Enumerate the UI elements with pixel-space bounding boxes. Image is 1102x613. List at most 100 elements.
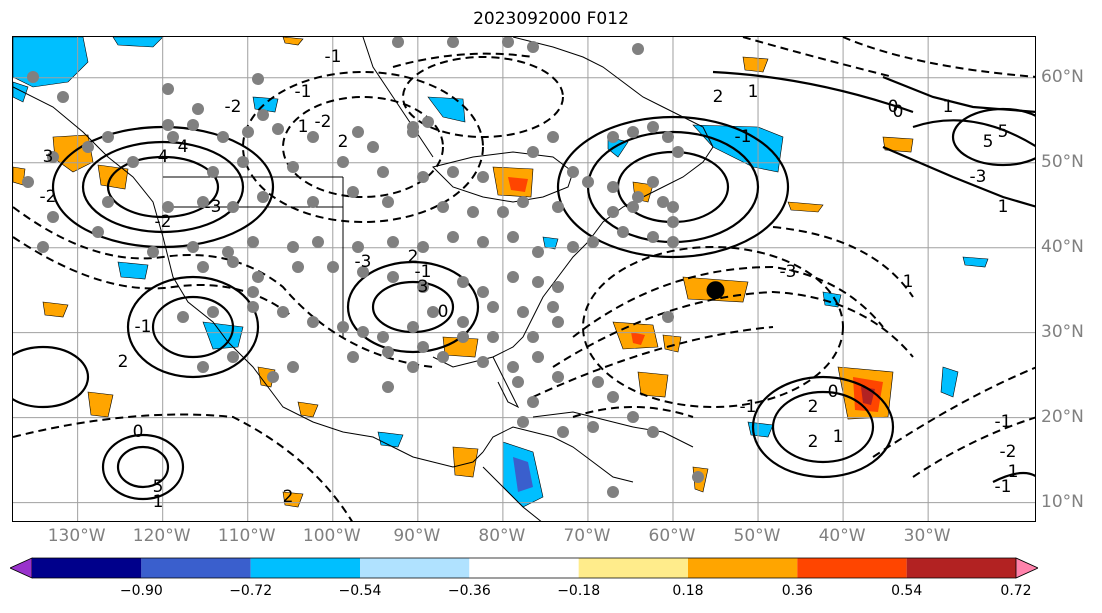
station-dot xyxy=(242,126,254,138)
latitude-label: 20°N xyxy=(1041,406,1084,427)
station-dot xyxy=(667,201,679,213)
station-dot xyxy=(222,246,234,258)
contour-label: -2 xyxy=(225,97,242,117)
station-dot xyxy=(527,331,539,343)
contour-label: 1 xyxy=(298,117,309,137)
station-dot xyxy=(347,186,359,198)
station-dot xyxy=(272,123,284,135)
station-dot xyxy=(617,226,629,238)
station-dot xyxy=(582,176,594,188)
station-dot xyxy=(437,351,449,363)
contour-label: 1 xyxy=(748,82,759,102)
station-dot xyxy=(662,131,674,143)
station-dot xyxy=(387,236,399,248)
station-dot xyxy=(247,286,259,298)
observation-stations xyxy=(22,37,704,498)
station-dot xyxy=(527,146,539,158)
longitude-label: 50°W xyxy=(733,526,781,546)
contour-label: -1 xyxy=(325,47,342,67)
colorbar-segment xyxy=(906,558,1016,578)
latitude-label: 50°N xyxy=(1041,151,1084,172)
station-dot xyxy=(57,91,69,103)
colorbar-tick-label: −0.54 xyxy=(338,583,382,599)
longitude-label: 30°W xyxy=(903,526,951,546)
colorbar-outline xyxy=(32,557,1016,579)
station-dot xyxy=(227,351,239,363)
station-dot xyxy=(527,41,539,53)
latitude-label: 40°N xyxy=(1041,236,1084,257)
station-dot xyxy=(662,311,674,323)
station-dot xyxy=(547,131,559,143)
station-dot xyxy=(517,306,529,318)
station-dot xyxy=(457,276,469,288)
station-dot xyxy=(477,286,489,298)
solid-contours xyxy=(13,70,1035,501)
contour-label: 1 xyxy=(943,97,954,117)
contour-label: -2 xyxy=(155,212,172,232)
station-dot xyxy=(672,146,684,158)
station-dot xyxy=(627,411,639,423)
station-dot xyxy=(552,281,564,293)
contour-label: 0 xyxy=(893,102,904,122)
station-dot xyxy=(417,281,429,293)
station-dot xyxy=(257,109,269,121)
station-dot xyxy=(352,241,364,253)
station-dot xyxy=(47,211,59,223)
station-dot xyxy=(347,351,359,363)
negative-anomaly-shading xyxy=(13,37,989,508)
station-dot xyxy=(607,391,619,403)
station-dot xyxy=(257,191,269,203)
station-dot xyxy=(127,156,139,168)
station-dot xyxy=(517,416,529,428)
contour-label: -2 xyxy=(40,187,57,207)
contour-label: -3 xyxy=(355,252,372,272)
station-dot xyxy=(502,37,514,48)
station-dot xyxy=(247,301,259,313)
station-dot xyxy=(647,231,659,243)
colorbar-tick-label: −0.36 xyxy=(447,583,491,599)
contour-label: 1 xyxy=(833,427,844,447)
contour-label: 1 xyxy=(998,197,1009,217)
station-dot xyxy=(92,226,104,238)
contour-label: 0 xyxy=(133,422,144,442)
station-dot xyxy=(667,236,679,248)
station-dot xyxy=(27,71,39,83)
contour-label: 2 xyxy=(283,487,294,507)
station-dot xyxy=(337,156,349,168)
colorbar-tick-label: −0.72 xyxy=(229,583,273,599)
station-dot xyxy=(627,126,639,138)
station-dot xyxy=(382,381,394,393)
station-dot xyxy=(477,236,489,248)
station-dot xyxy=(567,241,579,253)
colorbar-segment xyxy=(360,558,470,578)
station-dot xyxy=(517,196,529,208)
station-dot xyxy=(392,37,404,48)
station-dot xyxy=(692,471,704,483)
station-dot xyxy=(162,201,174,213)
colorbar-extend-max xyxy=(1015,557,1038,579)
longitude-label: 130°W xyxy=(47,526,106,546)
station-dot xyxy=(197,196,209,208)
map-title: 2023092000 F012 xyxy=(473,9,629,29)
longitude-label: 80°W xyxy=(478,526,526,546)
station-dot xyxy=(437,201,449,213)
colorbar-segment xyxy=(797,558,907,578)
station-dot xyxy=(417,171,429,183)
longitude-label: 100°W xyxy=(302,526,361,546)
station-dot xyxy=(632,191,644,203)
contour-label: 2 xyxy=(338,132,349,152)
contour-label: -3 xyxy=(205,197,222,217)
station-dot xyxy=(552,371,564,383)
station-dot xyxy=(477,171,489,183)
station-dot xyxy=(247,236,259,248)
station-dot xyxy=(587,421,599,433)
station-dot xyxy=(267,371,279,383)
longitude-label: 60°W xyxy=(648,526,696,546)
station-dot xyxy=(102,196,114,208)
colorbar-tick-label: −0.18 xyxy=(557,583,601,599)
station-dot xyxy=(422,116,434,128)
station-dot xyxy=(37,241,49,253)
station-dot xyxy=(312,236,324,248)
colorbar-segment xyxy=(688,558,798,578)
